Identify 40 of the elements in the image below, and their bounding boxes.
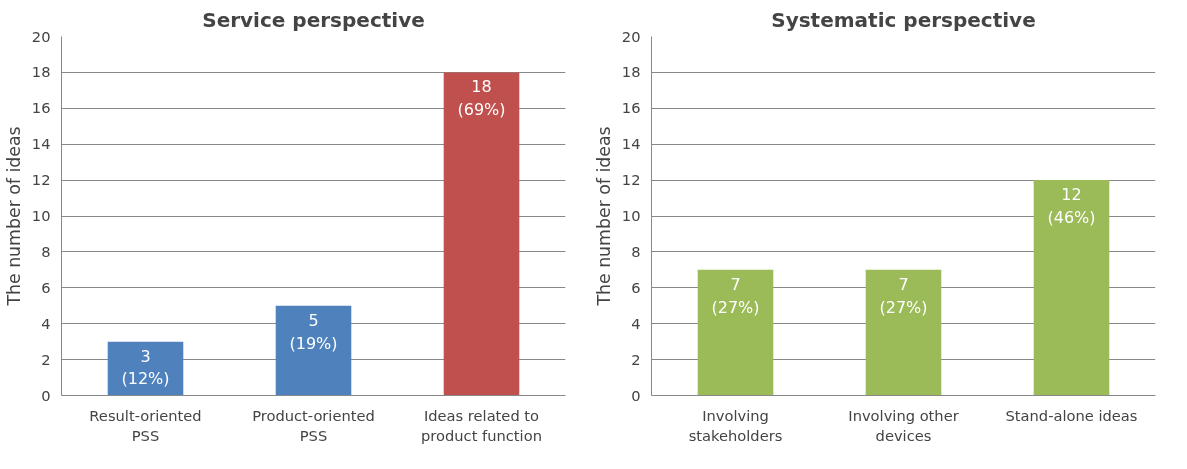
data-label: 18 (69%) [457, 77, 506, 120]
y-tick-label: 20 [621, 27, 641, 45]
y-tick-label: 4 [41, 314, 51, 332]
x-tick-label: Product-oriented PSS [252, 406, 375, 444]
y-tick-label: 10 [621, 207, 641, 224]
y-axis-title: The number of ideas [3, 126, 24, 307]
data-label: 3 (12%) [121, 346, 170, 389]
y-tick-label: 8 [631, 242, 641, 260]
y-tick-label: 18 [621, 63, 641, 81]
data-label: 12 (46%) [1047, 185, 1096, 227]
x-tick-label: Ideas related to product function [421, 406, 542, 444]
y-tick-label: 12 [31, 171, 51, 189]
y-tick-label: 2 [631, 350, 641, 368]
data-label: 7 (27%) [711, 274, 760, 317]
y-tick-label: 14 [31, 135, 51, 153]
chart-title: Service perspective [202, 7, 425, 32]
y-tick-label: 16 [31, 99, 51, 117]
y-axis-title: The number of ideas [593, 126, 614, 307]
data-label: 5 (19%) [289, 310, 338, 353]
y-tick-label: 8 [41, 242, 51, 260]
y-tick-label: 0 [631, 386, 641, 404]
y-tick-label: 16 [621, 99, 641, 117]
y-tick-label: 14 [621, 135, 641, 153]
x-tick-label: Stand-alone ideas [1005, 406, 1138, 424]
x-tick-label: Involving stakeholders [688, 406, 783, 444]
y-tick-label: 6 [631, 278, 641, 296]
y-tick-label: 20 [31, 27, 51, 45]
y-tick-label: 12 [621, 171, 641, 189]
y-tick-label: 4 [631, 314, 641, 332]
y-tick-label: 2 [41, 350, 51, 368]
x-tick-label: Involving other devices [848, 406, 960, 444]
x-tick-label: Result-oriented PSS [89, 406, 202, 444]
y-tick-label: 18 [31, 63, 51, 81]
chart-title: Systematic perspective [771, 7, 1036, 32]
bar [443, 72, 520, 396]
bar [275, 305, 352, 396]
y-tick-label: 0 [41, 386, 51, 404]
data-label: 7 (27%) [879, 274, 928, 317]
y-tick-label: 10 [31, 207, 51, 224]
y-tick-label: 6 [41, 278, 51, 296]
